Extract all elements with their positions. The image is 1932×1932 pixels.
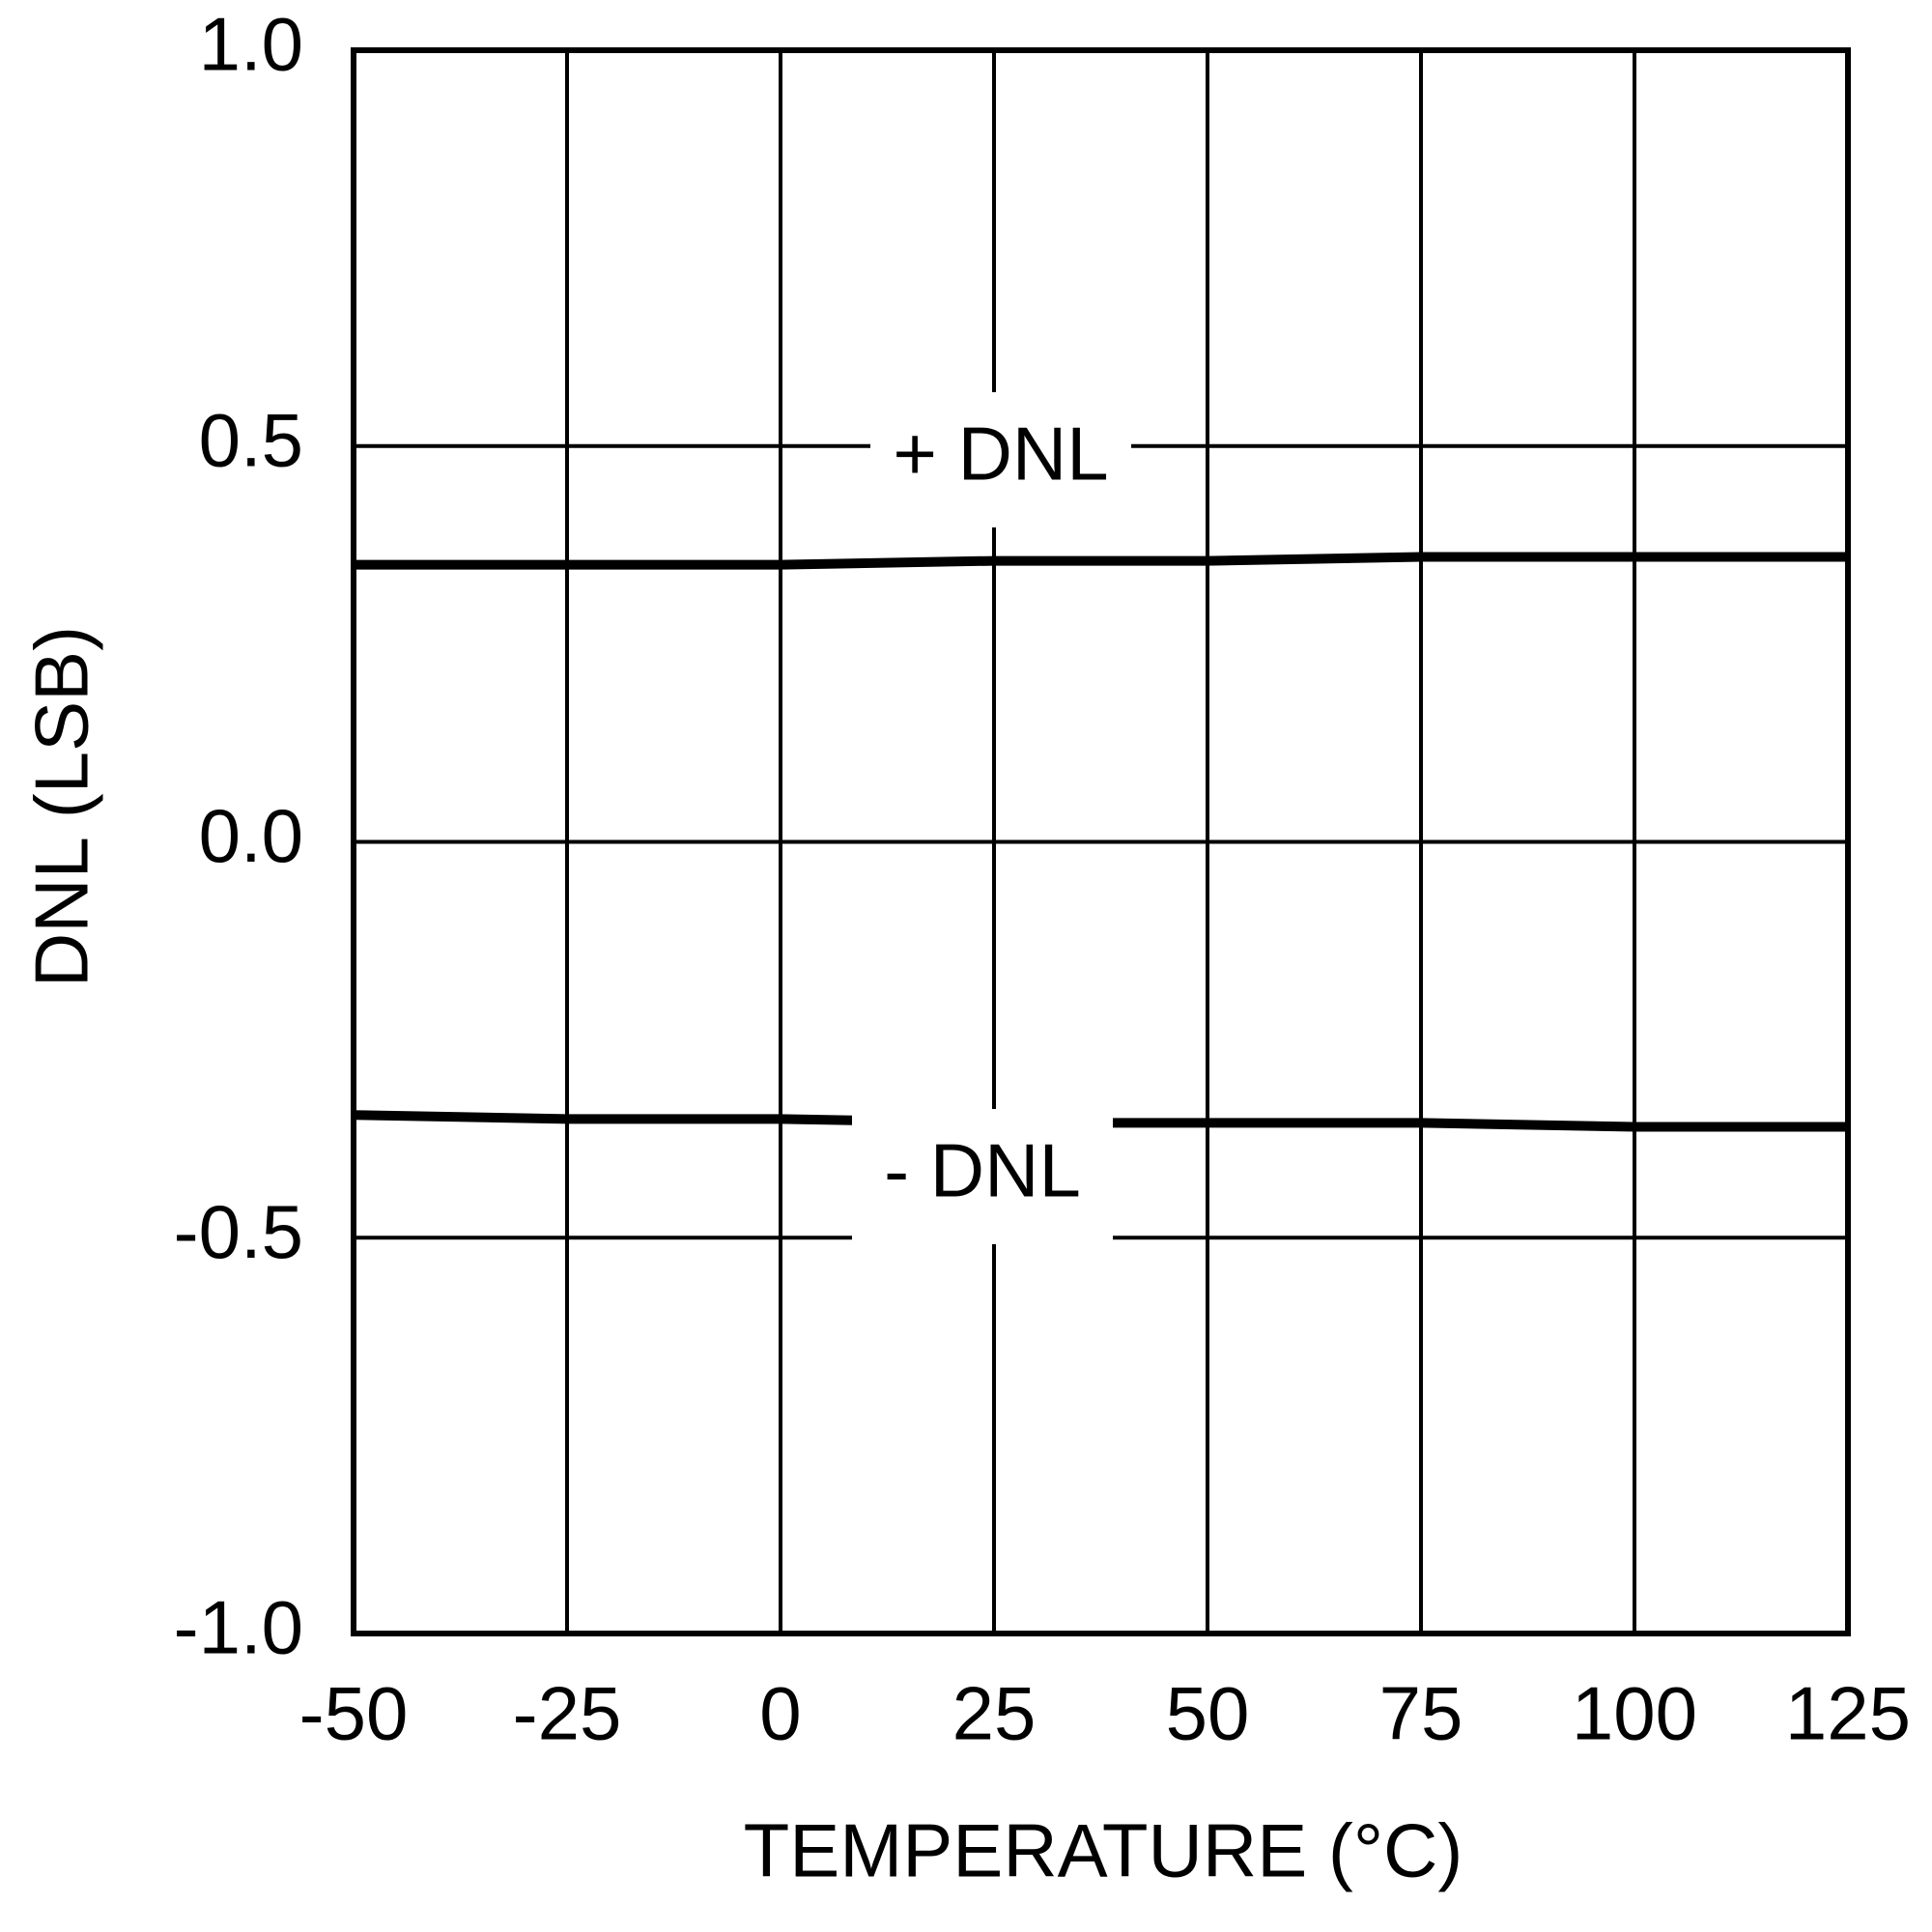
x-tick-label: 0 (759, 1671, 801, 1756)
x-tick-label: 100 (1572, 1671, 1697, 1756)
series-label: + DNL (893, 412, 1108, 497)
x-tick-label: 50 (1166, 1671, 1250, 1756)
x-tick-label: 25 (952, 1671, 1037, 1756)
y-tick-label: 0.0 (199, 793, 303, 878)
label-background (852, 1109, 1113, 1244)
y-tick-label: -1.0 (174, 1585, 303, 1670)
x-tick-label: 75 (1379, 1671, 1463, 1756)
x-tick-label: -25 (513, 1671, 622, 1756)
plot-frame (351, 47, 1851, 1636)
x-tick-label: 125 (1785, 1671, 1911, 1756)
series-label: - DNL (884, 1128, 1081, 1213)
grid (351, 47, 1851, 1636)
y-axis-title: DNL (LSB) (19, 626, 104, 987)
plot: + DNL - DNL (353, 392, 1848, 1244)
data-line (354, 552, 1848, 570)
y-tick-label: 0.5 (199, 397, 303, 482)
x-tick-label: -50 (299, 1671, 409, 1756)
y-tick-label: -0.5 (174, 1189, 303, 1274)
label-background (870, 392, 1131, 527)
x-axis-title: TEMPERATURE (°C) (744, 1808, 1463, 1893)
y-tick-label: 1.0 (199, 2, 303, 87)
